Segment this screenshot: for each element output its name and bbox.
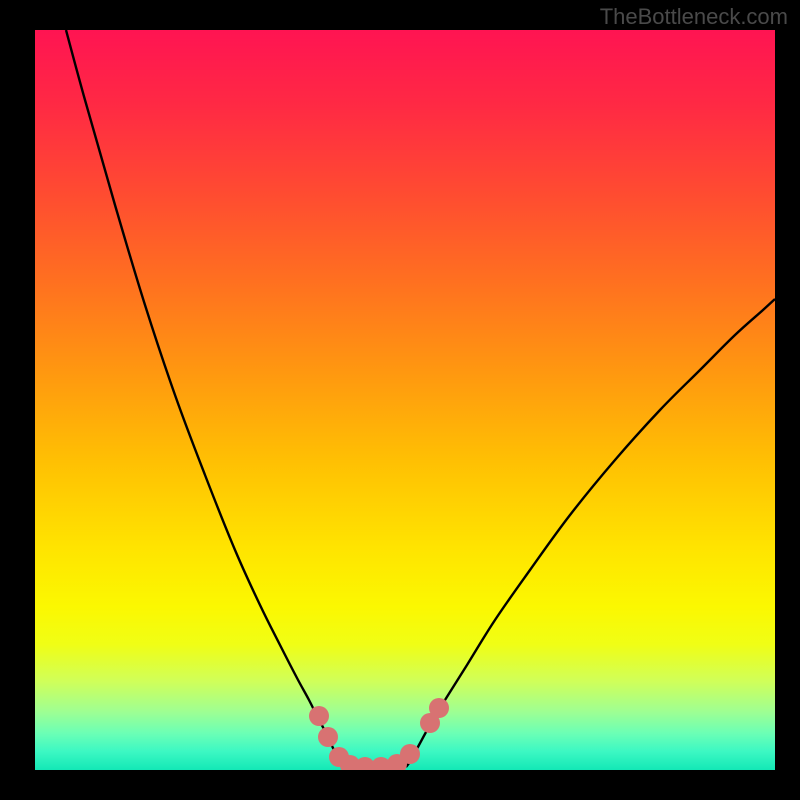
curve-right xyxy=(406,299,775,767)
marker-point xyxy=(400,744,420,764)
watermark-text: TheBottleneck.com xyxy=(600,4,788,30)
curve-left xyxy=(66,30,343,767)
chart-curves xyxy=(35,30,775,770)
marker-group xyxy=(309,698,449,770)
marker-point xyxy=(309,706,329,726)
marker-point xyxy=(429,698,449,718)
plot-area xyxy=(35,30,775,770)
marker-point xyxy=(318,727,338,747)
